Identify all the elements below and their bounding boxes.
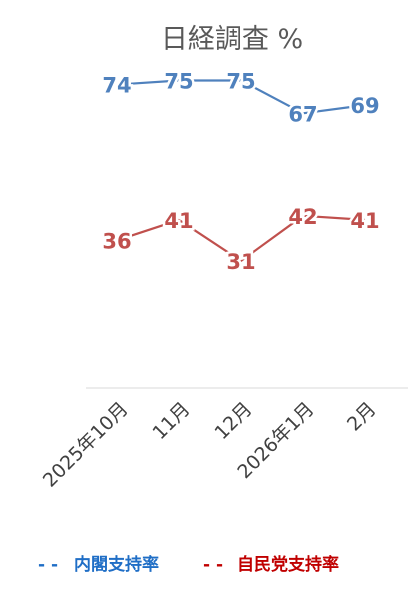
- x-tick-label: 12月: [210, 398, 256, 444]
- data-label: 41: [350, 209, 379, 233]
- x-tick-label: 2月: [343, 398, 381, 436]
- series-line-1: [116, 79, 366, 115]
- data-label: 75: [164, 70, 193, 94]
- data-label: 74: [102, 74, 131, 98]
- legend-label-cabinet: 内閣支持率: [74, 554, 159, 575]
- data-label: 41: [164, 209, 193, 233]
- data-label: 42: [288, 205, 317, 229]
- chart-title: 日経調査 %: [161, 24, 303, 55]
- data-label: 31: [226, 250, 255, 274]
- data-label: 67: [288, 102, 317, 126]
- data-label: 75: [226, 70, 255, 94]
- data-label: 69: [350, 94, 379, 118]
- x-tick-label: 11月: [148, 398, 194, 444]
- data-label: 36: [102, 229, 131, 253]
- series-layer: 74 75 75 67 69 36 41 31 42 41: [100, 67, 382, 276]
- legend-marker-cabinet: - -: [38, 555, 58, 575]
- legend-marker-ldp: - -: [203, 555, 223, 575]
- legend-label-ldp: 自民党支持率: [237, 554, 339, 575]
- x-tick-label: 2025年10月: [39, 398, 133, 492]
- series-line-2: [116, 214, 366, 262]
- legend: - - 内閣支持率 - - 自民党支持率: [38, 554, 339, 575]
